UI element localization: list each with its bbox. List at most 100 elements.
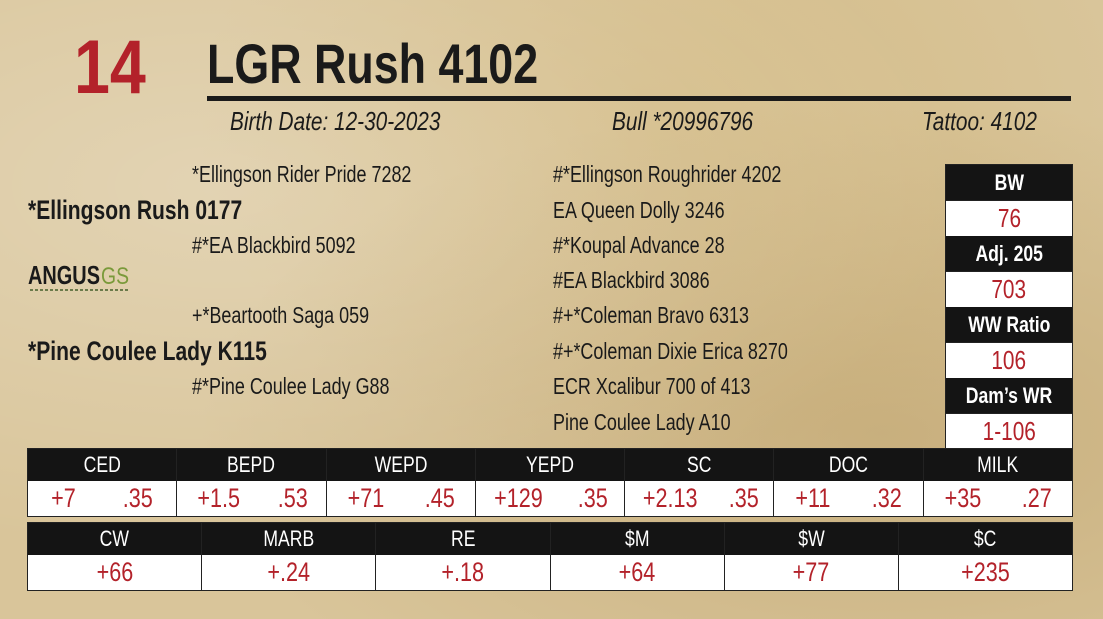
epd-value: +1.5: [196, 483, 240, 513]
stat-label-cell: BW: [946, 165, 1072, 200]
epd-value: +7: [51, 483, 76, 513]
stat-value-cell: 106: [946, 342, 1072, 378]
epd-header-cell: CED: [28, 449, 177, 481]
index-value: +.24: [267, 557, 311, 587]
epd-header-cell: MILK: [923, 449, 1072, 481]
epd-label: DOC: [828, 452, 869, 477]
stat-label-cell: Adj. 205: [946, 236, 1072, 271]
index-value-cell: +66: [28, 555, 201, 590]
epd-header-cell: BEPD: [177, 449, 326, 481]
stat-label-cell: Dam’s WR: [946, 378, 1072, 413]
epd-value-cell: +1.5 .53: [177, 481, 325, 516]
logo-mark: GS: [101, 263, 129, 290]
index-value: +.18: [441, 557, 485, 587]
epd-header-cell: YEPD: [475, 449, 625, 481]
index-value-cell: +235: [899, 555, 1072, 590]
stats-box: BW 76 Adj. 205 703 WW Ratio 106 Dam’s WR 1-106: [945, 164, 1073, 450]
title-rule: [207, 96, 1071, 101]
stat-label: Dam’s WR: [965, 382, 1053, 408]
epd-accuracy: .53: [277, 483, 308, 513]
dam-dam: #*Pine Coulee Lady G88: [192, 373, 390, 399]
index-label: $M: [624, 526, 650, 551]
stat-value: 703: [991, 274, 1027, 304]
index-value-cell: +77: [725, 555, 898, 590]
great-grandparent: #EA Blackbird 3086: [553, 267, 710, 293]
epd-column: WEPD +71 .45: [325, 449, 475, 516]
index-value: +77: [792, 557, 830, 587]
epd-label: YEPD: [526, 452, 574, 477]
tattoo: Tattoo: 4102: [922, 106, 1037, 136]
great-grandparent: #*Koupal Advance 28: [553, 232, 725, 258]
stat-label-cell: WW Ratio: [946, 307, 1072, 342]
index-value: +235: [961, 557, 1010, 587]
great-grandparent: #+*Coleman Bravo 6313: [553, 302, 749, 328]
epd-label: WEPD: [374, 452, 428, 477]
index-header-cell: $C: [898, 523, 1073, 555]
epd-value: +71: [347, 483, 385, 513]
stat-value: 1-106: [982, 416, 1036, 446]
great-grandparent: #+*Coleman Dixie Erica 8270: [553, 338, 788, 364]
epd-value: +35: [944, 483, 982, 513]
epd-table: CED +7 .35 BEPD +1.5 .53 WEPD +71 .45 YEPD +129 .35…: [27, 448, 1073, 517]
index-header-cell: RE: [376, 523, 550, 555]
epd-value-cell: +129 .35: [476, 481, 624, 516]
index-label: MARB: [263, 526, 315, 551]
stat-value: 106: [991, 345, 1027, 375]
stat-value: 76: [997, 203, 1021, 233]
dam: *Pine Coulee Lady K115: [28, 336, 267, 366]
epd-value-cell: +2.13 .35: [625, 481, 773, 516]
index-column: MARB +.24: [201, 523, 376, 590]
epd-column: CED +7 .35: [28, 449, 177, 516]
index-column: CW +66: [28, 523, 202, 590]
epd-accuracy: .32: [872, 483, 903, 513]
epd-value-cell: +35 .27: [924, 481, 1072, 516]
epd-header-cell: DOC: [774, 449, 923, 481]
epd-value-cell: +71 .45: [327, 481, 475, 516]
epd-column: SC +2.13 .35: [624, 449, 774, 516]
epd-value: +11: [795, 483, 831, 513]
epd-value: +2.13: [642, 483, 698, 513]
epd-label: SC: [687, 452, 712, 477]
great-grandparent: EA Queen Dolly 3246: [553, 197, 725, 223]
epd-column: BEPD +1.5 .53: [176, 449, 326, 516]
index-header-cell: MARB: [202, 523, 376, 555]
epd-accuracy: .35: [577, 483, 608, 513]
index-column: $W +77: [723, 523, 898, 590]
stat-value-cell: 76: [946, 200, 1072, 236]
index-label: RE: [450, 526, 476, 551]
epd-label: MILK: [977, 452, 1019, 477]
epd-label: BEPD: [227, 452, 276, 477]
epd-value-cell: +7 .35: [28, 481, 176, 516]
epd-value: +129: [494, 483, 544, 513]
epd-accuracy: .27: [1021, 483, 1052, 513]
index-value-cell: +64: [551, 555, 724, 590]
great-grandparent: Pine Coulee Lady A10: [553, 409, 731, 435]
stat-label: BW: [994, 169, 1024, 195]
sire: *Ellingson Rush 0177: [28, 195, 243, 225]
dam-sire: +*Beartooth Saga 059: [192, 302, 370, 328]
great-grandparent: #*Ellingson Roughrider 4202: [553, 161, 782, 187]
epd-accuracy: .35: [122, 483, 153, 513]
sire-sire: *Ellingson Rider Pride 7282: [192, 161, 412, 187]
epd-accuracy: .35: [729, 483, 760, 513]
index-label: CW: [99, 526, 130, 551]
stat-label: Adj. 205: [975, 240, 1043, 266]
index-value-cell: +.18: [376, 555, 549, 590]
index-label: $W: [798, 526, 825, 551]
epd-value-cell: +11 .32: [774, 481, 922, 516]
epd-accuracy: .45: [424, 483, 455, 513]
lot-number: 14: [74, 25, 146, 110]
index-column: $C +235: [897, 523, 1073, 590]
epd-header-cell: SC: [625, 449, 774, 481]
epd-column: DOC +11 .32: [773, 449, 923, 516]
stat-value-cell: 703: [946, 271, 1072, 307]
epd-label: CED: [83, 452, 121, 477]
great-grandparent: ECR Xcalibur 700 of 413: [553, 373, 751, 399]
index-header-cell: $W: [724, 523, 898, 555]
index-table: CW +66 MARB +.24 RE +.18 $M +64 $W +77 $C +235: [27, 522, 1073, 591]
logo-word: ANGUS: [28, 260, 100, 290]
index-header-cell: $M: [550, 523, 724, 555]
registration: Bull *20996796: [612, 106, 754, 136]
stat-label: WW Ratio: [967, 311, 1051, 337]
